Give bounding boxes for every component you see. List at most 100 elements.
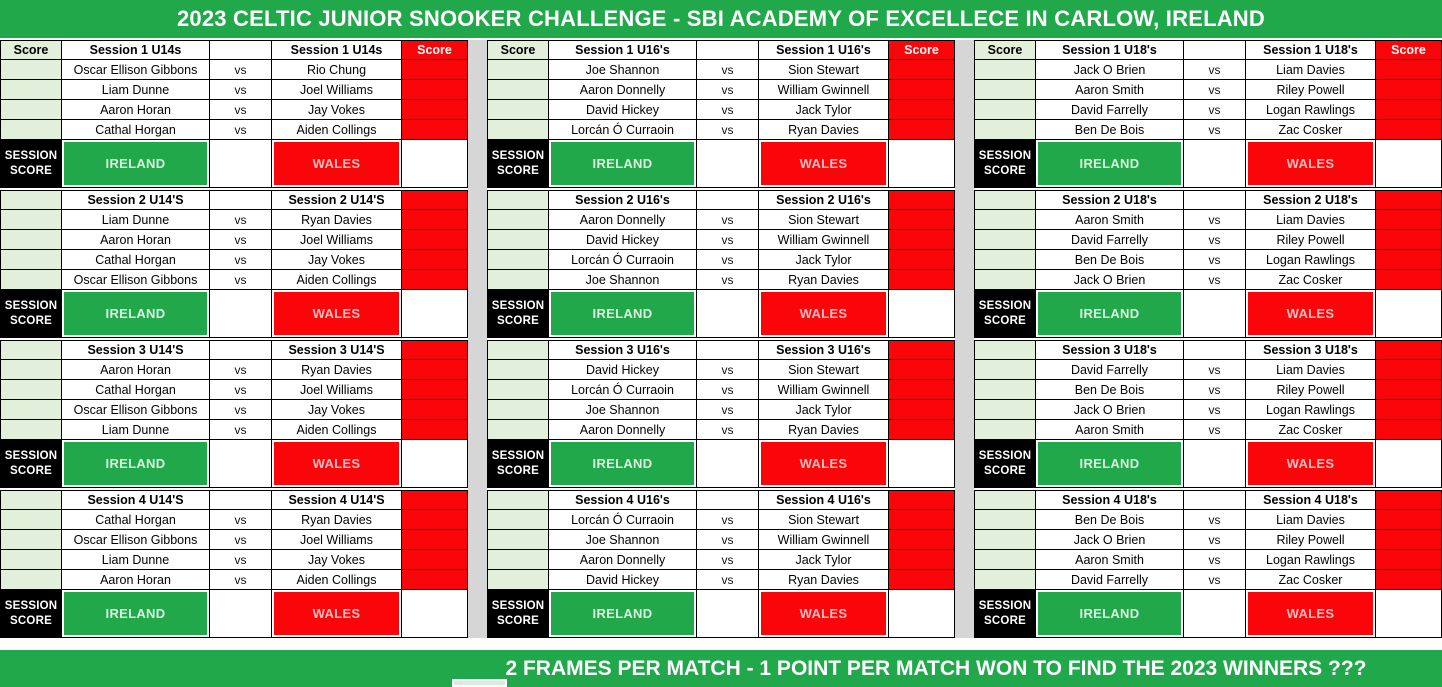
score-entry-cell[interactable] [402, 250, 468, 270]
score-entry-cell[interactable] [402, 420, 468, 440]
score-entry-cell[interactable] [974, 270, 1036, 290]
score-entry-cell[interactable] [889, 550, 955, 570]
score-entry-cell[interactable] [487, 120, 549, 140]
session-score-entry-cell[interactable] [1376, 440, 1442, 488]
session-score-entry-cell[interactable] [1376, 290, 1442, 338]
score-entry-cell[interactable] [487, 510, 549, 530]
score-entry-cell[interactable] [974, 230, 1036, 250]
score-entry-cell[interactable] [402, 400, 468, 420]
session-score-entry-cell[interactable] [402, 590, 468, 638]
score-entry-cell[interactable] [0, 530, 62, 550]
score-entry-cell[interactable] [1376, 510, 1442, 530]
score-entry-cell[interactable] [889, 210, 955, 230]
score-entry-cell[interactable] [974, 60, 1036, 80]
score-entry-cell[interactable] [889, 120, 955, 140]
score-entry-cell[interactable] [1376, 530, 1442, 550]
score-entry-cell[interactable] [0, 360, 62, 380]
session-score-entry-cell[interactable] [402, 140, 468, 188]
score-entry-cell[interactable] [487, 530, 549, 550]
score-entry-cell[interactable] [0, 380, 62, 400]
score-entry-cell[interactable] [402, 120, 468, 140]
session-score-entry-cell[interactable] [889, 140, 955, 188]
score-entry-cell[interactable] [487, 570, 549, 590]
session-score-entry-cell[interactable] [889, 290, 955, 338]
score-entry-cell[interactable] [402, 550, 468, 570]
score-entry-cell[interactable] [0, 510, 62, 530]
score-entry-cell[interactable] [0, 60, 62, 80]
session-score-entry-cell[interactable] [1376, 590, 1442, 638]
score-entry-cell[interactable] [889, 100, 955, 120]
score-entry-cell[interactable] [889, 570, 955, 590]
score-entry-cell[interactable] [974, 210, 1036, 230]
score-entry-cell[interactable] [974, 380, 1036, 400]
score-entry-cell[interactable] [487, 80, 549, 100]
score-entry-cell[interactable] [1376, 380, 1442, 400]
score-entry-cell[interactable] [0, 270, 62, 290]
score-entry-cell[interactable] [974, 550, 1036, 570]
score-entry-cell[interactable] [889, 380, 955, 400]
score-entry-cell[interactable] [402, 530, 468, 550]
session-score-entry-cell[interactable] [889, 590, 955, 638]
session-score-entry-cell[interactable] [402, 290, 468, 338]
score-entry-cell[interactable] [402, 380, 468, 400]
score-entry-cell[interactable] [0, 120, 62, 140]
score-entry-cell[interactable] [889, 230, 955, 250]
score-entry-cell[interactable] [1376, 80, 1442, 100]
score-entry-cell[interactable] [0, 210, 62, 230]
score-entry-cell[interactable] [974, 510, 1036, 530]
score-entry-cell[interactable] [974, 80, 1036, 100]
score-entry-cell[interactable] [487, 100, 549, 120]
score-entry-cell[interactable] [487, 420, 549, 440]
score-entry-cell[interactable] [1376, 210, 1442, 230]
score-entry-cell[interactable] [1376, 120, 1442, 140]
score-entry-cell[interactable] [0, 250, 62, 270]
score-entry-cell[interactable] [889, 420, 955, 440]
score-entry-cell[interactable] [974, 360, 1036, 380]
score-entry-cell[interactable] [1376, 420, 1442, 440]
score-entry-cell[interactable] [487, 270, 549, 290]
score-entry-cell[interactable] [402, 230, 468, 250]
score-entry-cell[interactable] [974, 250, 1036, 270]
score-entry-cell[interactable] [1376, 400, 1442, 420]
score-entry-cell[interactable] [889, 510, 955, 530]
score-entry-cell[interactable] [889, 250, 955, 270]
score-entry-cell[interactable] [974, 570, 1036, 590]
score-entry-cell[interactable] [402, 270, 468, 290]
score-entry-cell[interactable] [1376, 360, 1442, 380]
score-entry-cell[interactable] [1376, 550, 1442, 570]
score-entry-cell[interactable] [974, 120, 1036, 140]
score-entry-cell[interactable] [0, 420, 62, 440]
score-entry-cell[interactable] [0, 570, 62, 590]
score-entry-cell[interactable] [974, 530, 1036, 550]
score-entry-cell[interactable] [487, 230, 549, 250]
score-entry-cell[interactable] [402, 570, 468, 590]
score-entry-cell[interactable] [1376, 570, 1442, 590]
score-entry-cell[interactable] [487, 400, 549, 420]
score-entry-cell[interactable] [402, 80, 468, 100]
score-entry-cell[interactable] [402, 210, 468, 230]
score-entry-cell[interactable] [1376, 230, 1442, 250]
score-entry-cell[interactable] [487, 60, 549, 80]
score-entry-cell[interactable] [0, 100, 62, 120]
score-entry-cell[interactable] [402, 510, 468, 530]
session-score-entry-cell[interactable] [1376, 140, 1442, 188]
score-entry-cell[interactable] [1376, 250, 1442, 270]
score-entry-cell[interactable] [487, 210, 549, 230]
score-entry-cell[interactable] [0, 550, 62, 570]
score-entry-cell[interactable] [889, 60, 955, 80]
score-entry-cell[interactable] [974, 400, 1036, 420]
score-entry-cell[interactable] [974, 420, 1036, 440]
session-score-entry-cell[interactable] [402, 440, 468, 488]
score-entry-cell[interactable] [889, 360, 955, 380]
score-entry-cell[interactable] [889, 530, 955, 550]
score-entry-cell[interactable] [402, 60, 468, 80]
score-entry-cell[interactable] [0, 400, 62, 420]
score-entry-cell[interactable] [974, 100, 1036, 120]
score-entry-cell[interactable] [889, 80, 955, 100]
score-entry-cell[interactable] [0, 230, 62, 250]
score-entry-cell[interactable] [0, 80, 62, 100]
score-entry-cell[interactable] [402, 100, 468, 120]
score-entry-cell[interactable] [889, 400, 955, 420]
score-entry-cell[interactable] [1376, 270, 1442, 290]
score-entry-cell[interactable] [487, 550, 549, 570]
